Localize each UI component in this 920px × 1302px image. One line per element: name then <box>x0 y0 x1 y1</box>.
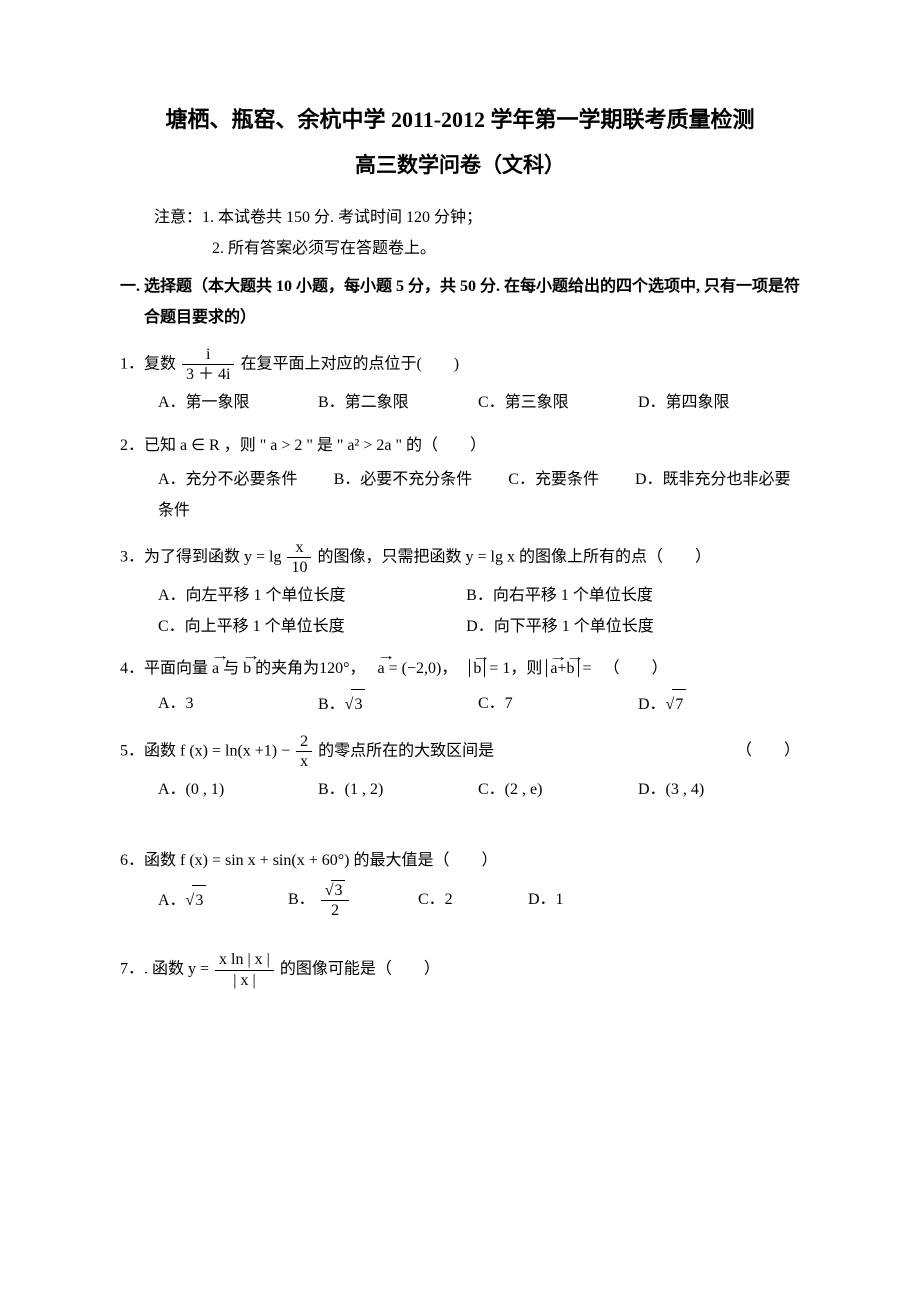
q1-text-post: 在复平面上对应的点位于( ) <box>240 355 459 372</box>
question-6: 6．函数 f (x) = sin x + sin(x + 60°) 的最大值是（… <box>120 846 800 876</box>
q2-options: A．充分不必要条件 B．必要不充分条件 C．充要条件 D．既非充分也非必要条件 <box>120 465 800 526</box>
q2-option-c: C．充要条件 <box>508 471 599 488</box>
q3-option-c: C．向上平移 1 个单位长度 <box>158 612 466 642</box>
q5-options: A．(0 , 1) B．(1 , 2) C．(2 , e) D．(3 , 4) <box>120 775 800 805</box>
q1-option-b: B．第二象限 <box>318 388 468 418</box>
q1-frac-num: i <box>182 345 234 365</box>
q6-b-frac: √3 2 <box>321 880 350 920</box>
q1-fraction: i 3 ＋ 4i <box>182 345 234 384</box>
q4-b-pre: B．√ <box>318 696 353 713</box>
q7-den: | x | <box>215 971 274 990</box>
q3-option-d: D．向下平移 1 个单位长度 <box>466 612 774 642</box>
q4-vec-a-2: a <box>378 654 385 684</box>
q5-option-a: A．(0 , 1) <box>158 775 308 805</box>
q3-options: A．向左平移 1 个单位长度 B．向右平移 1 个单位长度 C．向上平移 1 个… <box>120 581 800 642</box>
q5-post: 的零点所在的大致区间是 <box>318 742 494 759</box>
q6-b-den: 2 <box>321 901 350 920</box>
q6-b-num: √3 <box>321 880 350 901</box>
q4-option-b: B．√3 <box>318 689 468 720</box>
q2-option-a: A．充分不必要条件 <box>158 471 298 488</box>
q4-options: A．3 B．√3 C．7 D．√7 <box>120 689 800 720</box>
q4-sum-a: a <box>550 661 557 677</box>
q4-d-sqrt: 7 <box>672 689 686 720</box>
q4-pre: 4．平面向量 <box>120 660 208 677</box>
q1-option-a: A．第一象限 <box>158 388 308 418</box>
q3-frac-den: 10 <box>287 558 311 577</box>
q3-text-pre: 3．为了得到函数 y = lg <box>120 548 281 565</box>
question-2: 2．已知 a ∈ R ，则 " a > 2 " 是 " a² > 2a " 的（… <box>120 431 800 461</box>
q4-option-d: D．√7 <box>638 689 788 720</box>
note-2: 2. 所有答案必须写在答题卷上。 <box>154 234 800 264</box>
q6-option-b: B． √3 2 <box>288 880 408 920</box>
q6-a-pre: A．√ <box>158 892 194 909</box>
q3-text-post: 的图像，只需把函数 y = lg x 的图像上所有的点（ ） <box>317 548 710 565</box>
q4-vec-a: a <box>212 654 219 684</box>
q5-den: x <box>296 752 312 771</box>
q4-eq3: = （ ） <box>583 660 668 677</box>
q1-options: A．第一象限 B．第二象限 C．第三象限 D．第四象限 <box>120 388 800 418</box>
q6-option-d: D．1 <box>528 885 608 915</box>
question-7: 7．. 函数 y = x ln | x | | x | 的图像可能是（ ） <box>120 950 800 989</box>
q3-frac-num: x <box>287 538 311 558</box>
section-1-heading: 一. 选择题（本大题共 10 小题，每小题 5 分，共 50 分. 在每小题给出… <box>144 272 800 333</box>
q4-d-pre: D．√ <box>638 696 674 713</box>
q5-fraction: 2 x <box>296 732 312 771</box>
q4-mid2: 的夹角为120°， <box>255 660 373 677</box>
q4-abs-b-vec: b <box>473 661 481 677</box>
q5-option-b: B．(1 , 2) <box>318 775 468 805</box>
exam-title: 塘栖、瓶窑、余杭中学 2011-2012 学年第一学期联考质量检测 <box>120 100 800 140</box>
q4-eq1: = (−2,0)， <box>389 660 466 677</box>
q5-pre: 5．函数 f (x) = ln(x +1) − <box>120 742 294 759</box>
q7-num: x ln | x | <box>215 950 274 970</box>
q3-option-b: B．向右平移 1 个单位长度 <box>466 581 774 611</box>
q6-options: A．√3 B． √3 2 C．2 D．1 <box>120 880 800 920</box>
question-4: 4．平面向量 a 与 b 的夹角为120°， a = (−2,0)， b = 1… <box>120 654 800 684</box>
q4-b-sqrt: 3 <box>351 689 365 720</box>
q1-option-c: C．第三象限 <box>478 388 628 418</box>
q6-a-sqrt: 3 <box>192 885 206 916</box>
q6-b-pre: B． <box>288 891 315 908</box>
q4-eq2: = 1，则 <box>489 660 546 677</box>
question-3: 3．为了得到函数 y = lg x 10 的图像，只需把函数 y = lg x … <box>120 538 800 577</box>
q6-b-num-sqrt: 3 <box>331 880 345 900</box>
q5-option-d: D．(3 , 4) <box>638 775 788 805</box>
note-1: 注意：1. 本试卷共 150 分. 考试时间 120 分钟； <box>154 203 800 233</box>
q5-paren: （ ） <box>736 736 800 766</box>
q4-sum-b: b <box>567 661 575 677</box>
q7-fraction: x ln | x | | x | <box>215 950 274 989</box>
notes-block: 注意：1. 本试卷共 150 分. 考试时间 120 分钟； 2. 所有答案必须… <box>120 203 800 264</box>
q5-option-c: C．(2 , e) <box>478 775 628 805</box>
q1-frac-den: 3 ＋ 4i <box>182 365 234 384</box>
question-1: 1．复数 i 3 ＋ 4i 在复平面上对应的点位于( ) <box>120 345 800 384</box>
q1-option-d: D．第四象限 <box>638 388 788 418</box>
q4-abs-b: b <box>469 659 485 677</box>
q2-option-b: B．必要不充分条件 <box>334 471 473 488</box>
question-5: 5．函数 f (x) = ln(x +1) − 2 x 的零点所在的大致区间是 … <box>120 732 800 771</box>
q3-fraction: x 10 <box>287 538 311 577</box>
q1-text-pre: 1．复数 <box>120 355 176 372</box>
q3-option-a: A．向左平移 1 个单位长度 <box>158 581 466 611</box>
q6-option-a: A．√3 <box>158 885 278 916</box>
q6-option-c: C．2 <box>418 885 518 915</box>
q4-option-c: C．7 <box>478 689 628 720</box>
q4-option-a: A．3 <box>158 689 308 720</box>
q4-vec-b: b <box>243 654 251 684</box>
exam-subtitle: 高三数学问卷（文科） <box>120 146 800 186</box>
q5-num: 2 <box>296 732 312 752</box>
q7-post: 的图像可能是（ ） <box>280 961 440 978</box>
q7-pre: 7．. 函数 y = <box>120 961 213 978</box>
q4-abs-sum: a+b <box>546 659 578 677</box>
